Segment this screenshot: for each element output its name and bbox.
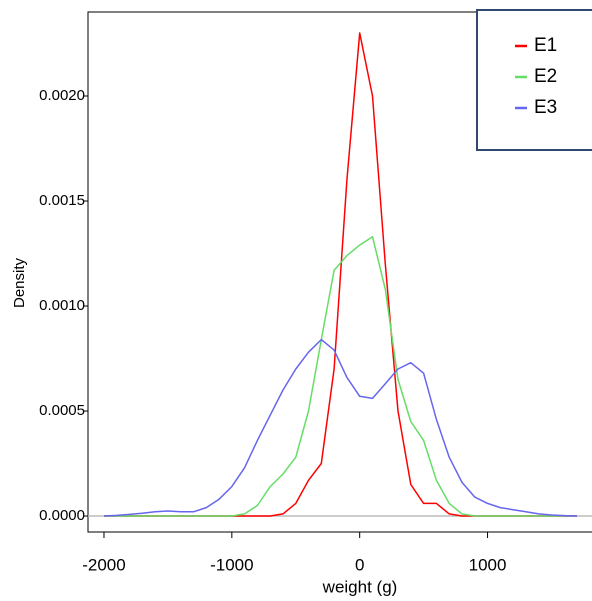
legend: E1 E2 E3 [476,9,592,151]
y-tick-label: 0.0010 [39,297,85,314]
legend-label: E1 [534,35,557,56]
legend-label: E3 [534,97,557,118]
density-line [104,235,577,517]
y-tick-label: 0.0005 [39,402,85,419]
plot-frame [87,11,592,533]
x-tick-label: -2000 [82,555,125,574]
y-tick-label: 0.0015 [39,192,85,209]
legend-box [476,9,592,151]
legend-label: E2 [534,66,557,87]
x-axis-label: weight (g) [322,577,398,596]
density-line [103,338,578,517]
x-tick-label: 0 [355,555,364,574]
y-tick-label: 0.0020 [39,87,85,104]
x-tick-label: 1000 [469,555,507,574]
y-axis-label: Density [11,257,28,308]
y-tick-label: 0.0000 [39,507,85,524]
x-tick-label: -1000 [210,555,253,574]
